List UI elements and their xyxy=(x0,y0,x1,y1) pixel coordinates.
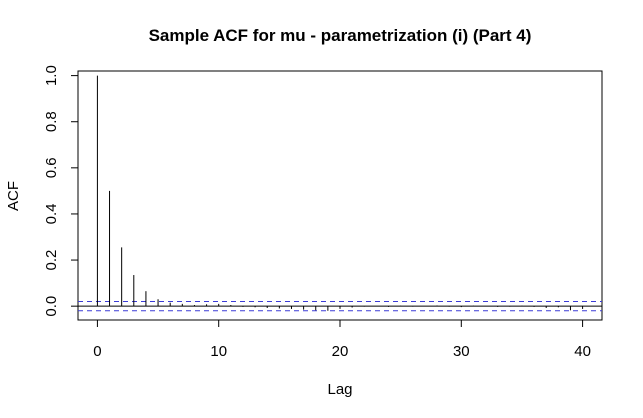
plot-frame xyxy=(77,70,603,321)
x-tick-label: 10 xyxy=(210,343,227,360)
x-tick-label: 40 xyxy=(574,343,591,360)
y-tick-label: 1.0 xyxy=(43,65,60,86)
x-tick-label: 20 xyxy=(332,343,349,360)
x-tick-label: 0 xyxy=(93,343,101,360)
x-tick-label: 30 xyxy=(453,343,470,360)
x-axis-label: Lag xyxy=(327,381,352,398)
y-tick-label: 0.4 xyxy=(43,204,60,225)
y-tick-label: 0.2 xyxy=(43,250,60,271)
chart-title: Sample ACF for mu - parametrization (i) … xyxy=(149,26,532,45)
y-tick-label: 0.6 xyxy=(43,157,60,178)
plot-area xyxy=(78,75,602,312)
y-tick-label: 0.0 xyxy=(43,296,60,317)
y-tick-label: 0.8 xyxy=(43,111,60,132)
x-axis: 0 10 20 30 40 xyxy=(93,319,591,360)
y-axis-label: ACF xyxy=(5,181,22,211)
y-axis: 0.0 0.2 0.4 0.6 0.8 1.0 xyxy=(43,65,79,317)
